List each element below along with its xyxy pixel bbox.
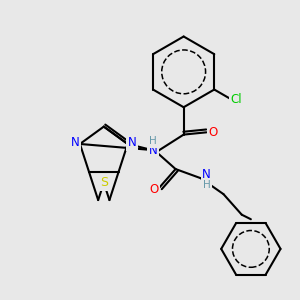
Text: Cl: Cl: [231, 93, 242, 106]
Text: O: O: [149, 183, 158, 196]
Text: N: N: [71, 136, 80, 149]
Text: H: H: [149, 136, 157, 146]
Text: N: N: [202, 168, 211, 181]
Text: H: H: [202, 180, 210, 190]
Text: N: N: [148, 144, 157, 157]
Text: S: S: [100, 176, 108, 189]
Text: N: N: [128, 136, 136, 149]
Text: O: O: [209, 126, 218, 139]
